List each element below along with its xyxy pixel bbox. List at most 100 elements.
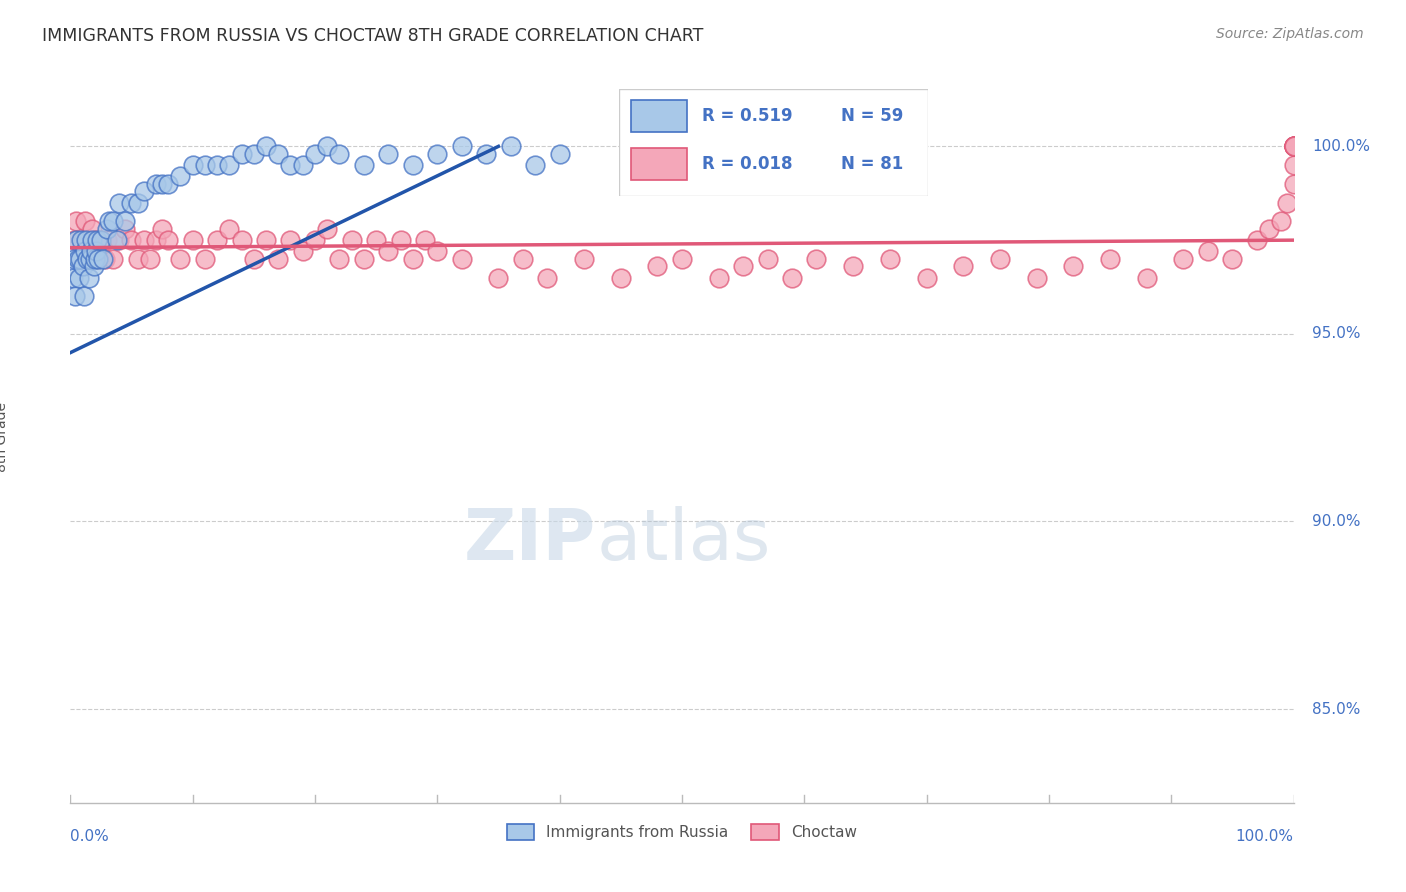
Point [63, 233, 86, 247]
Point [377, 244, 399, 259]
Text: atlas: atlas [596, 506, 770, 574]
Point [806, 252, 828, 266]
Point [157, 177, 180, 191]
Point [98, 214, 121, 228]
Point [1220, 252, 1243, 266]
Point [90, 233, 112, 247]
Legend: Immigrants from Russia, Choctaw: Immigrants from Russia, Choctaw [501, 817, 863, 847]
Point [121, 195, 143, 210]
Point [101, 214, 124, 228]
Point [243, 252, 266, 266]
Point [1270, 214, 1292, 228]
Point [65, 233, 87, 247]
Point [76, 252, 98, 266]
Point [1062, 260, 1084, 274]
Point [1282, 139, 1305, 153]
Point [150, 177, 173, 191]
Point [915, 270, 938, 285]
Point [73, 214, 96, 228]
Point [291, 244, 314, 259]
Point [72, 233, 94, 247]
Point [77, 233, 100, 247]
Point [82, 222, 104, 236]
Point [426, 147, 449, 161]
Point [77, 270, 100, 285]
Point [79, 252, 101, 266]
Point [1282, 139, 1305, 153]
Point [139, 252, 162, 266]
Point [842, 260, 865, 274]
Point [84, 244, 107, 259]
Point [328, 147, 350, 161]
Point [181, 158, 204, 172]
Point [671, 252, 693, 266]
Point [267, 147, 290, 161]
Point [328, 252, 350, 266]
Point [96, 233, 118, 247]
Point [121, 233, 143, 247]
Point [1099, 252, 1122, 266]
Point [87, 252, 110, 266]
Point [80, 244, 103, 259]
Point [340, 233, 363, 247]
Text: 85.0%: 85.0% [1312, 701, 1360, 716]
Point [756, 252, 779, 266]
Point [108, 233, 131, 247]
Text: Source: ZipAtlas.com: Source: ZipAtlas.com [1216, 27, 1364, 41]
Point [1282, 139, 1305, 153]
Point [105, 233, 128, 247]
Point [1246, 233, 1268, 247]
Point [114, 214, 136, 228]
Point [413, 233, 436, 247]
Point [1282, 158, 1305, 172]
Text: N = 59: N = 59 [841, 107, 904, 125]
Text: 95.0%: 95.0% [1312, 326, 1361, 342]
Point [83, 233, 105, 247]
Point [108, 195, 131, 210]
Text: IMMIGRANTS FROM RUSSIA VS CHOCTAW 8TH GRADE CORRELATION CHART: IMMIGRANTS FROM RUSSIA VS CHOCTAW 8TH GR… [42, 27, 703, 45]
Point [132, 185, 155, 199]
Point [952, 260, 974, 274]
Text: R = 0.519: R = 0.519 [702, 107, 793, 125]
Point [145, 177, 167, 191]
Text: 8th Grade: 8th Grade [0, 402, 8, 472]
Point [194, 158, 217, 172]
Point [66, 252, 89, 266]
Point [127, 252, 149, 266]
Point [218, 222, 240, 236]
Point [879, 252, 901, 266]
Point [90, 233, 112, 247]
Point [181, 233, 204, 247]
Point [65, 214, 87, 228]
Point [205, 233, 228, 247]
Point [63, 252, 86, 266]
Point [353, 252, 375, 266]
Point [1197, 244, 1219, 259]
Point [96, 222, 118, 236]
Point [1282, 139, 1305, 153]
Point [280, 158, 302, 172]
Point [1136, 270, 1159, 285]
Point [231, 147, 253, 161]
Point [83, 260, 105, 274]
Point [254, 139, 277, 153]
Point [304, 233, 326, 247]
Point [536, 270, 558, 285]
Text: ZIP: ZIP [464, 506, 596, 574]
Point [572, 252, 595, 266]
Point [377, 147, 399, 161]
Point [1173, 252, 1195, 266]
Text: 0.0%: 0.0% [70, 829, 110, 844]
Point [75, 233, 97, 247]
Point [157, 233, 180, 247]
Point [169, 169, 191, 184]
Point [82, 233, 104, 247]
Point [733, 260, 755, 274]
Point [63, 289, 86, 303]
Point [205, 158, 228, 172]
Point [132, 233, 155, 247]
Point [475, 147, 498, 161]
Point [450, 252, 472, 266]
Point [169, 252, 191, 266]
Point [402, 252, 425, 266]
